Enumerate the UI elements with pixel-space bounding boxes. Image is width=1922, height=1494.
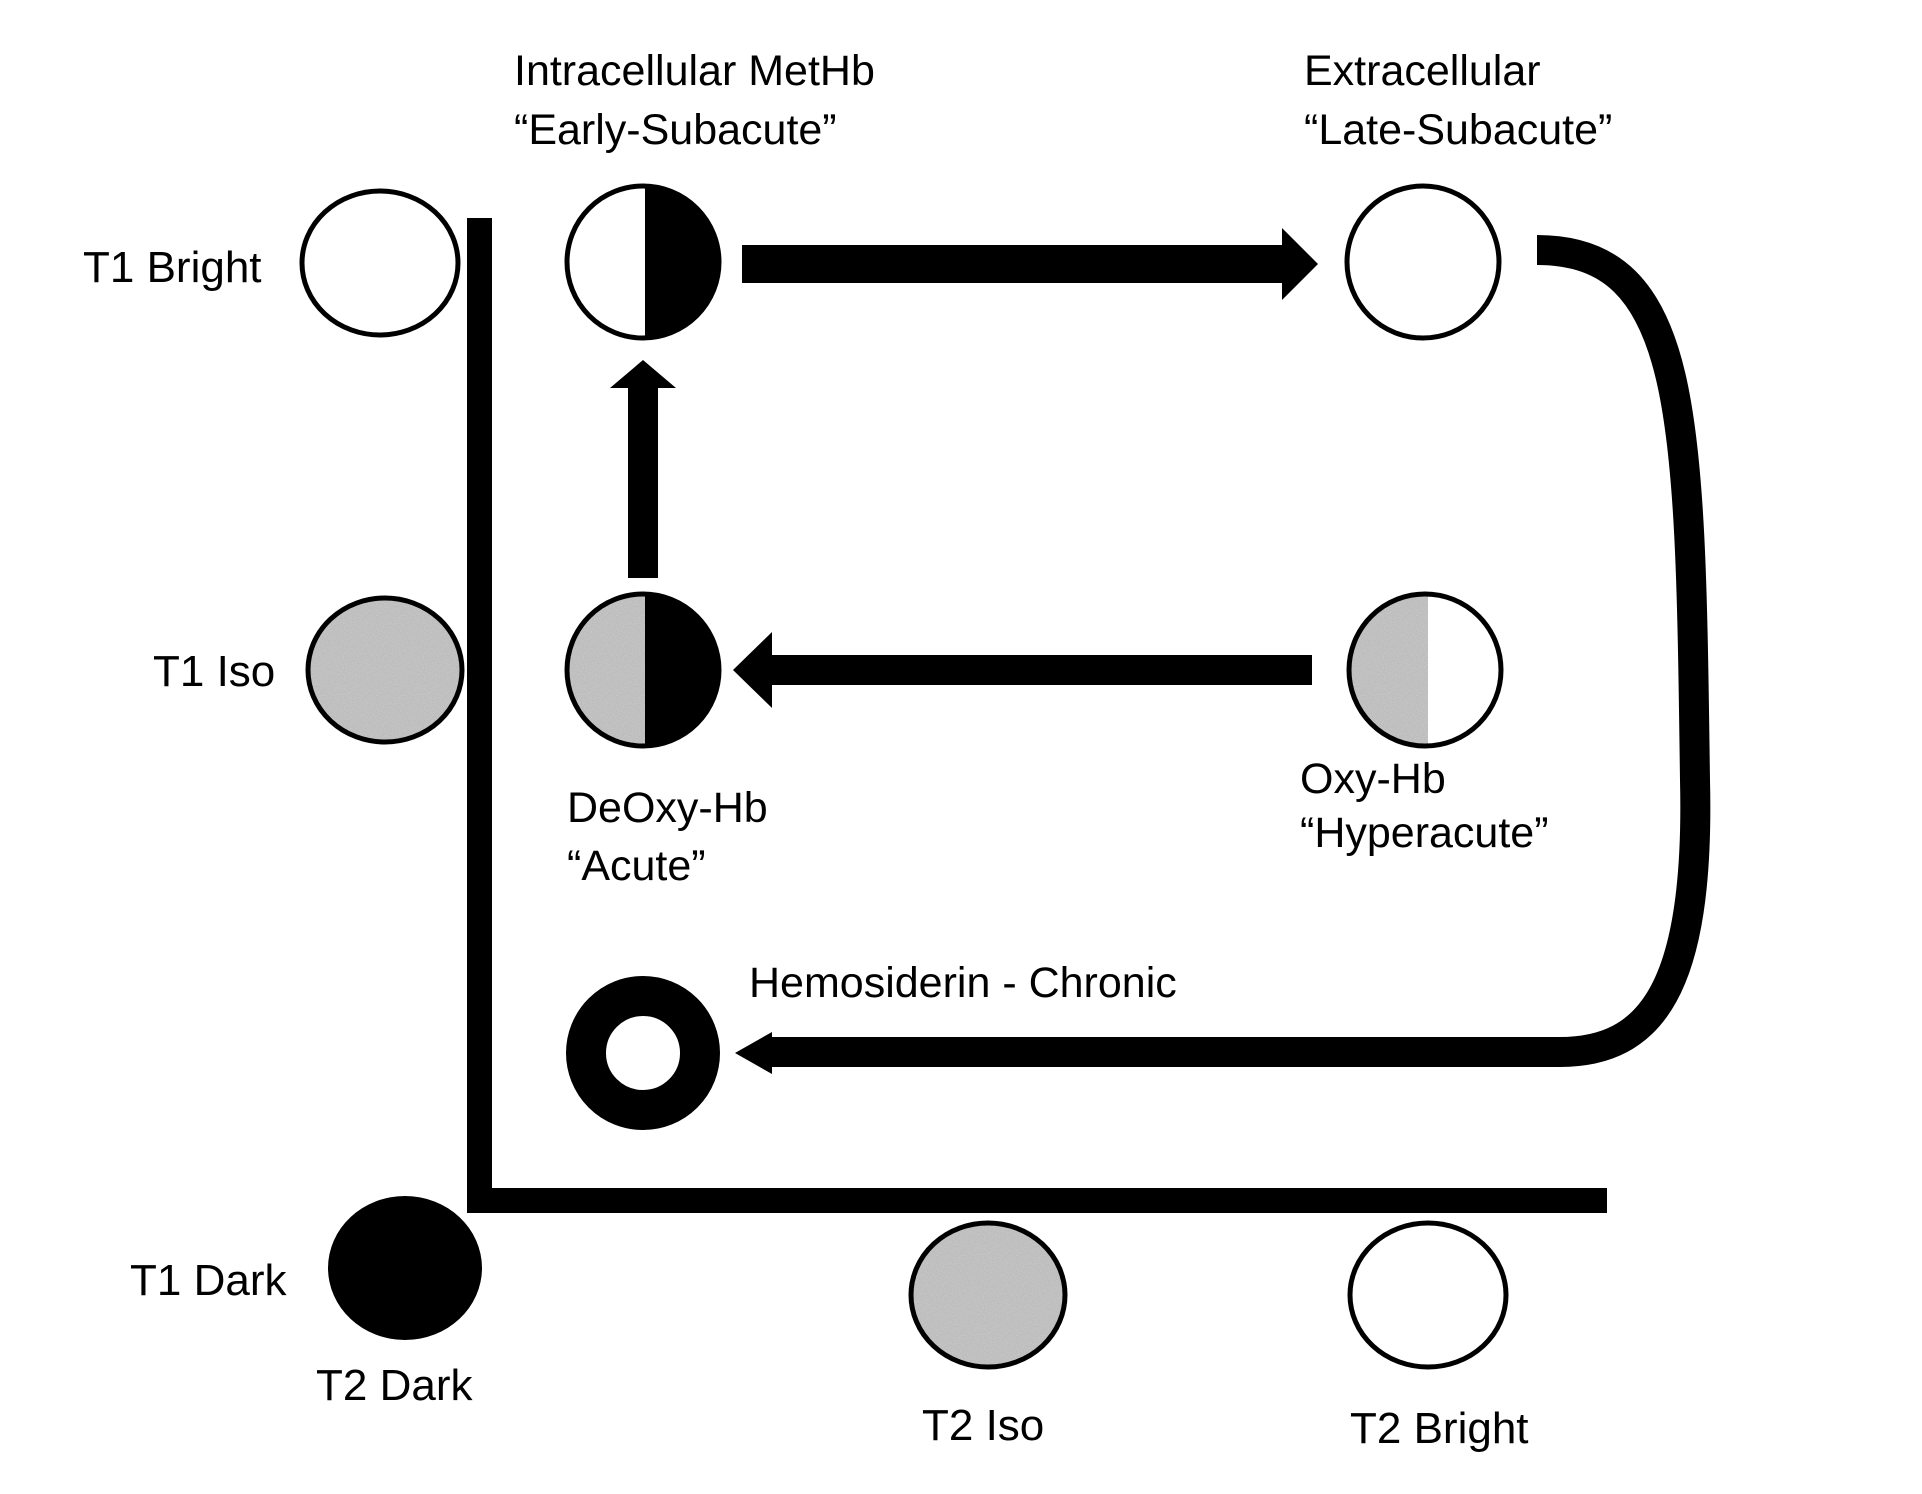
arrow-early-to-late <box>742 228 1318 300</box>
arrow-acute-to-early <box>610 360 676 578</box>
t1-bright-label: T1 Bright <box>83 243 262 292</box>
vertical-axis <box>467 218 492 1213</box>
t2-iso-circle <box>908 1220 1068 1370</box>
early-subacute-line1: Intracellular MetHb <box>514 47 875 95</box>
arrow-hyper-to-acute <box>733 632 1312 708</box>
late-subacute-line1: Extracellular <box>1304 47 1541 95</box>
t1-dark-circle <box>328 1196 482 1340</box>
early-subacute-line2: “Early-Subacute” <box>514 106 837 154</box>
chronic-label: Hemosiderin - Chronic <box>749 959 1177 1007</box>
acute-line1: DeOxy-Hb <box>567 784 768 832</box>
t1-iso-circle <box>305 595 465 745</box>
t2-dark-label: T2 Dark <box>316 1361 473 1410</box>
hyperacute-line1: Oxy-Hb <box>1300 755 1446 803</box>
acute-circle <box>564 591 722 749</box>
late-subacute-line2: “Late-Subacute” <box>1304 106 1612 154</box>
chronic-ring <box>566 976 720 1130</box>
t2-bright-label: T2 Bright <box>1350 1404 1529 1453</box>
horizontal-axis <box>467 1188 1607 1213</box>
t2-iso-label: T2 Iso <box>922 1401 1044 1450</box>
arrow-late-to-chronic-head <box>735 1032 772 1074</box>
hyperacute-circle <box>1346 591 1504 749</box>
late-subacute-circle <box>1344 183 1502 341</box>
t2-bright-circle <box>1347 1220 1509 1370</box>
acute-line2: “Acute” <box>567 842 706 890</box>
t1-bright-circle <box>299 188 461 338</box>
hyperacute-line2: “Hyperacute” <box>1300 809 1549 857</box>
t1-iso-label: T1 Iso <box>153 647 275 696</box>
arrow-late-to-chronic-curve <box>765 235 1711 1067</box>
t1-dark-label: T1 Dark <box>130 1256 287 1305</box>
early-subacute-circle <box>564 183 722 341</box>
